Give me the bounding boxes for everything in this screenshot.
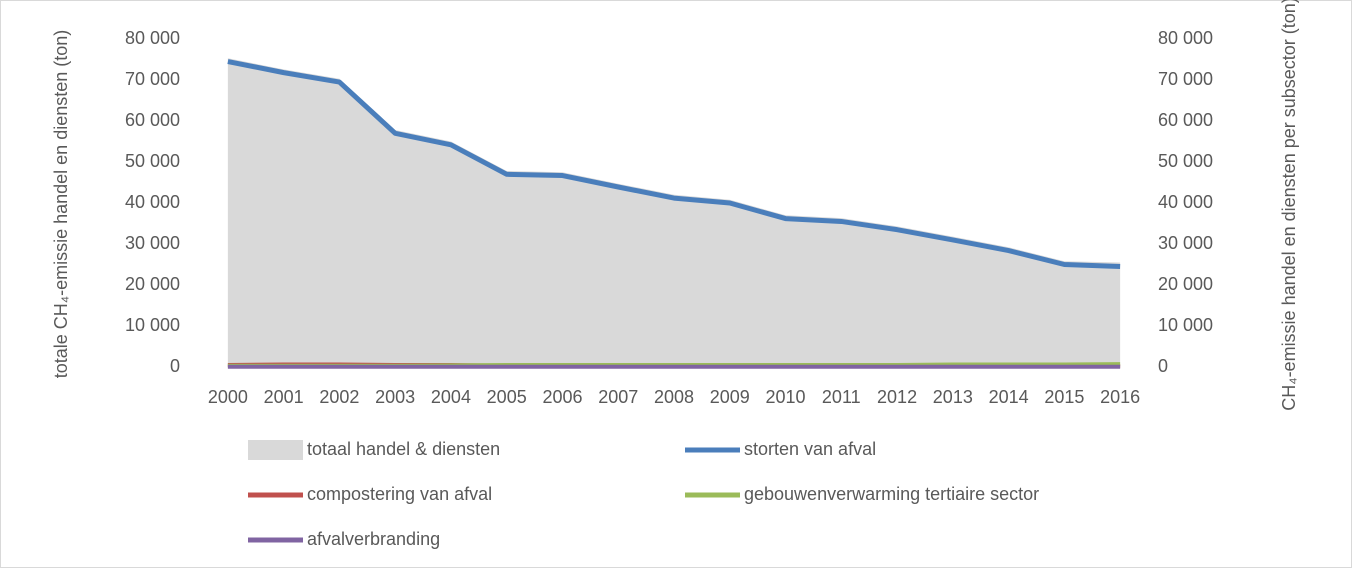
y2-tick-label: 0 — [1158, 356, 1168, 376]
x-tick-label: 2004 — [431, 387, 471, 407]
x-tick-label: 2015 — [1044, 387, 1084, 407]
y-tick-label: 30 000 — [125, 233, 180, 253]
x-tick-label: 2011 — [822, 387, 861, 407]
y2-tick-label: 70 000 — [1158, 69, 1213, 89]
y2-axis-label: CH₄-emissie handel en diensten per subse… — [1279, 0, 1299, 411]
y-tick-label: 20 000 — [125, 274, 180, 294]
y-tick-label: 80 000 — [125, 28, 180, 48]
area — [227, 58, 1121, 368]
y2-tick-label: 50 000 — [1158, 151, 1213, 171]
y-tick-label: 10 000 — [125, 315, 180, 335]
y-tick-label: 0 — [170, 356, 180, 376]
line — [227, 59, 1121, 270]
y2-tick-label: 40 000 — [1158, 192, 1213, 212]
y2-tick-label: 20 000 — [1158, 274, 1213, 294]
x-tick-label: 2016 — [1100, 387, 1140, 407]
legend-label: totaal handel & diensten — [307, 439, 500, 459]
y2-tick-label: 80 000 — [1158, 28, 1213, 48]
x-tick-label: 2012 — [877, 387, 917, 407]
legend-label: gebouwenverwarming tertiaire sector — [744, 484, 1039, 504]
x-tick-label: 2009 — [710, 387, 750, 407]
x-tick-label: 2003 — [375, 387, 415, 407]
legend-label: compostering van afval — [307, 484, 492, 504]
x-tick-label: 2000 — [208, 387, 248, 407]
y2-tick-label: 30 000 — [1158, 233, 1213, 253]
legend-label: afvalverbranding — [307, 529, 440, 549]
x-tick-label: 2013 — [933, 387, 973, 407]
y-tick-label: 70 000 — [125, 69, 180, 89]
x-tick-label: 2008 — [654, 387, 694, 407]
x-tick-label: 2007 — [598, 387, 638, 407]
x-tick-label: 2002 — [319, 387, 359, 407]
x-tick-label: 2006 — [542, 387, 582, 407]
y-tick-label: 50 000 — [125, 151, 180, 171]
x-tick-label: 2005 — [487, 387, 527, 407]
legend-swatch — [248, 440, 303, 460]
y-tick-label: 60 000 — [125, 110, 180, 130]
y2-tick-label: 10 000 — [1158, 315, 1213, 335]
y-tick-label: 40 000 — [125, 192, 180, 212]
x-tick-label: 2010 — [766, 387, 806, 407]
y-axis-label: totale CH₄-emissie handel en diensten (t… — [51, 30, 71, 379]
y2-tick-label: 60 000 — [1158, 110, 1213, 130]
x-tick-label: 2014 — [989, 387, 1029, 407]
legend-label: storten van afval — [744, 439, 876, 459]
x-tick-label: 2001 — [264, 387, 304, 407]
